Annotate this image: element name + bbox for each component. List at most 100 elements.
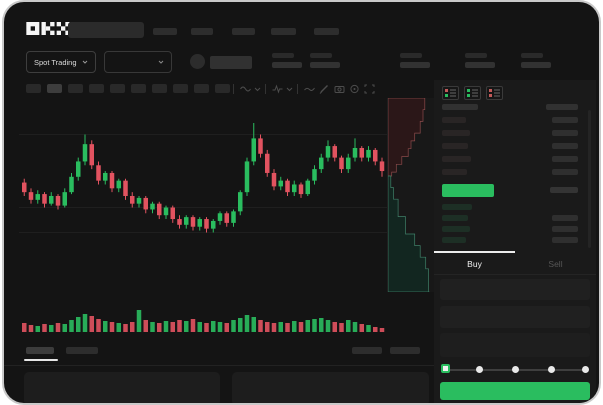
pulse-indicator-icon[interactable]: [272, 84, 283, 94]
slider-stop-25[interactable]: [476, 366, 483, 373]
timeframe-button[interactable]: [152, 84, 167, 93]
price-input-placeholder[interactable]: [440, 279, 590, 300]
orderbook-amount-bar: [552, 143, 578, 149]
orderbook-header-amount: [546, 104, 578, 110]
orderbook-price-bar[interactable]: [442, 204, 472, 210]
orderbook-price-bar[interactable]: [442, 143, 468, 149]
last-price-amount: [550, 187, 578, 193]
bottom-divider: [4, 365, 434, 366]
bottom-tab-active[interactable]: [26, 347, 54, 354]
timeframe-button[interactable]: [89, 84, 104, 93]
app-window: Spot Trading: [4, 2, 599, 403]
timeframe-button[interactable]: [131, 84, 146, 93]
wave-indicator-icon[interactable]: [240, 84, 251, 94]
nav-item-placeholder[interactable]: [153, 28, 177, 35]
orderbook-price-bar[interactable]: [442, 226, 470, 232]
stat-label-placeholder: [310, 53, 332, 58]
candlestick-chart[interactable]: [19, 98, 387, 294]
stat-label-placeholder: [521, 53, 543, 58]
market-type-label: Spot Trading: [34, 57, 77, 67]
orderbook-trade-panel: Buy Sell: [434, 80, 596, 403]
price-placeholder: [210, 56, 252, 69]
orderbook-scrollbar[interactable]: [588, 110, 591, 248]
tab-buy[interactable]: Buy: [434, 254, 515, 274]
bottom-action-placeholder[interactable]: [352, 347, 382, 354]
bottom-action-placeholder[interactable]: [390, 347, 420, 354]
orderbook-price-bar[interactable]: [442, 169, 467, 175]
nav-item-placeholder[interactable]: [271, 28, 296, 35]
last-price-highlight[interactable]: [442, 184, 494, 197]
slider-stop-100[interactable]: [582, 366, 589, 373]
search-input[interactable]: [68, 22, 144, 38]
orderbook-view-bids-icon[interactable]: [464, 86, 481, 100]
expand-icon[interactable]: [364, 84, 375, 94]
pair-icon-placeholder: [190, 54, 205, 69]
timeframe-button[interactable]: [215, 84, 230, 93]
orderbook-price-bar[interactable]: [442, 117, 466, 123]
amount-slider-track[interactable]: [441, 364, 589, 373]
orderbook-header-price: [442, 104, 478, 110]
stat-value-placeholder: [310, 62, 340, 68]
toolbar-divider: [265, 84, 266, 94]
orderbook-price-bar[interactable]: [442, 156, 471, 162]
orderbook-amount-bar: [552, 237, 578, 243]
stat-value-placeholder: [521, 62, 551, 68]
depth-chart: [388, 98, 434, 292]
okx-logo[interactable]: [26, 22, 70, 35]
nav-item-placeholder[interactable]: [232, 28, 255, 35]
orders-panel-placeholder: [232, 372, 429, 403]
orderbook-price-bar[interactable]: [442, 237, 466, 243]
chevron-down-icon[interactable]: [254, 84, 261, 94]
slider-handle[interactable]: [441, 364, 450, 373]
stat-value-placeholder: [272, 62, 302, 68]
tab-divider: [434, 274, 596, 275]
timeframe-button[interactable]: [194, 84, 209, 93]
orderbook-view-both-icon[interactable]: [442, 86, 459, 100]
camera-icon[interactable]: [334, 84, 345, 94]
nav-item-placeholder[interactable]: [314, 28, 339, 35]
toolbar-divider: [233, 84, 234, 94]
chevron-down-icon: [158, 60, 164, 64]
amount-input-placeholder[interactable]: [440, 306, 590, 328]
tab-sell[interactable]: Sell: [515, 254, 596, 274]
timeframe-button[interactable]: [110, 84, 125, 93]
stat-label-placeholder: [400, 53, 422, 58]
stat-label-placeholder: [465, 53, 487, 58]
stat-label-placeholder: [272, 53, 294, 58]
chevron-down-icon: [82, 60, 88, 64]
buy-tab-label: Buy: [467, 259, 482, 269]
orderbook-amount-bar: [552, 169, 578, 175]
timeframe-button[interactable]: [173, 84, 188, 93]
timeframe-button[interactable]: [47, 84, 62, 93]
timeframe-button[interactable]: [68, 84, 83, 93]
bottom-tab[interactable]: [66, 347, 98, 354]
volume-bars: [22, 310, 385, 332]
stat-value-placeholder: [400, 62, 430, 68]
buy-submit-button[interactable]: [440, 382, 590, 400]
pencil-icon[interactable]: [319, 84, 330, 94]
pair-selector-dropdown[interactable]: [104, 51, 172, 73]
orderbook-amount-bar: [552, 215, 578, 221]
target-icon[interactable]: [349, 84, 360, 94]
timeframe-button[interactable]: [26, 84, 41, 93]
chevron-down-icon[interactable]: [286, 84, 293, 94]
bottom-tab-underline: [24, 359, 58, 361]
total-input-placeholder[interactable]: [440, 333, 590, 357]
orderbook-amount-bar: [552, 130, 578, 136]
sell-tab-label: Sell: [548, 259, 563, 269]
trendline-icon[interactable]: [304, 84, 315, 94]
orderbook-price-bar[interactable]: [442, 130, 470, 136]
orderbook-amount-bar: [552, 156, 578, 162]
orderbook-amount-bar: [552, 226, 578, 232]
nav-item-placeholder[interactable]: [191, 28, 213, 35]
toolbar-divider: [297, 84, 298, 94]
slider-stop-75[interactable]: [548, 366, 555, 373]
slider-stop-50[interactable]: [512, 366, 519, 373]
market-type-selector[interactable]: Spot Trading: [26, 51, 96, 73]
chart-depth-divider: [387, 98, 388, 292]
orders-panel-placeholder: [24, 372, 220, 403]
orderbook-view-asks-icon[interactable]: [486, 86, 503, 100]
orderbook-price-bar[interactable]: [442, 215, 468, 221]
stat-value-placeholder: [465, 62, 495, 68]
